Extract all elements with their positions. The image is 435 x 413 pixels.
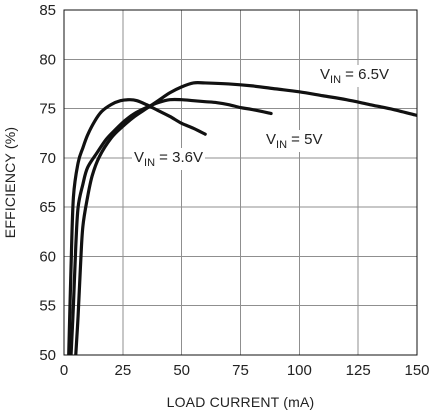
y-tick-label: 55 <box>39 298 56 315</box>
y-tick-label: 85 <box>39 2 56 19</box>
tick-labels: 50 55 60 65 70 75 80 85 0 25 50 75 100 125 150 <box>39 2 429 379</box>
curve-label-background <box>318 65 391 87</box>
y-tick-label: 60 <box>39 248 56 265</box>
x-tick-label: 50 <box>173 362 190 379</box>
curve-label-3: VIN = 3.6V <box>132 148 205 170</box>
series-line-1 <box>67 98 207 355</box>
curve-label-background <box>264 130 325 152</box>
curve-label-background <box>132 148 205 170</box>
curve-label-main: V <box>320 66 330 83</box>
curve-label-text: VIN = 6.5V <box>320 66 389 86</box>
curve-label-2: VIN = 5V <box>264 130 325 152</box>
x-tick-label: 100 <box>287 362 312 379</box>
grid-lines <box>64 10 417 355</box>
curve-label-main: V <box>134 149 144 166</box>
curve-label-subscript: IN <box>276 139 287 151</box>
x-tick-label: 75 <box>232 362 249 379</box>
plot-frame <box>63 9 418 356</box>
series-line-2 <box>69 97 273 355</box>
x-axis-title: LOAD CURRENT (mA) <box>167 394 315 410</box>
curve-label-subscript: IN <box>330 74 341 86</box>
curve-label-text: VIN = 5V <box>266 131 322 151</box>
curve-label-rest: = 6.5V <box>341 66 389 83</box>
x-tick-label: 150 <box>404 362 429 379</box>
y-tick-label: 65 <box>39 199 56 216</box>
y-tick-label: 75 <box>39 101 56 118</box>
x-tick-label: 0 <box>60 362 68 379</box>
series-curves <box>67 81 417 355</box>
y-tick-label: 50 <box>39 347 56 364</box>
curve-label-rest: = 3.6V <box>155 149 203 166</box>
curve-label-subscript: IN <box>144 157 155 169</box>
series-line-3 <box>74 81 417 355</box>
curve-label-1: VIN = 6.5V <box>318 65 391 87</box>
y-tick-label: 80 <box>39 51 56 68</box>
y-axis-title: EFFICIENCY (%) <box>2 127 18 238</box>
curve-label-main: V <box>266 131 276 148</box>
y-tick-label: 70 <box>39 150 56 167</box>
curve-label-text: VIN = 3.6V <box>134 149 203 169</box>
x-tick-label: 125 <box>346 362 371 379</box>
curve-label-rest: = 5V <box>287 131 322 148</box>
x-tick-label: 25 <box>114 362 131 379</box>
